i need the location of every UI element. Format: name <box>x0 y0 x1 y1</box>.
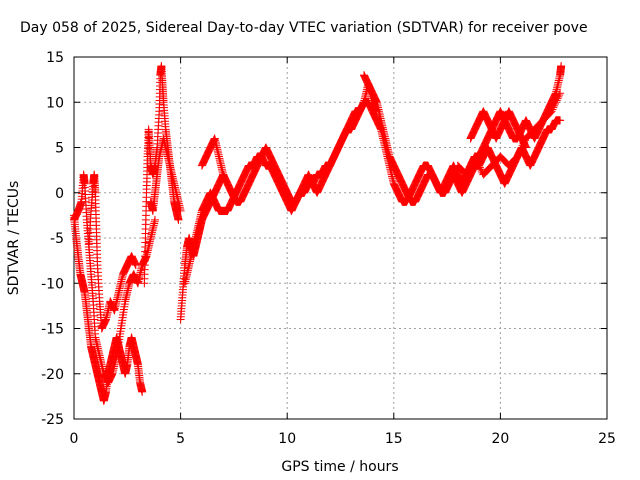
y-tick-label: 0 <box>55 186 64 202</box>
y-tick-label: -10 <box>41 276 64 292</box>
x-tick-label: 5 <box>176 431 185 447</box>
x-tick-label: 10 <box>278 431 296 447</box>
chart-title: Day 058 of 2025, Sidereal Day-to-day VTE… <box>20 20 588 36</box>
y-tick-label: -20 <box>41 367 64 383</box>
x-tick-label: 20 <box>491 431 509 447</box>
chart: 0 5 10 15 20 25 -25 -20 -15 -10 -5 0 5 10 15 Day 058 o… <box>0 0 640 480</box>
x-axis-label: GPS time / hours <box>281 459 398 475</box>
y-tick-label: 10 <box>46 95 64 111</box>
y-tick-label: -25 <box>41 412 64 428</box>
y-tick-label: 5 <box>55 141 64 157</box>
x-tick-label: 25 <box>598 431 616 447</box>
y-axis-label: SDTVAR / TECUs <box>6 181 22 296</box>
y-tick-label: -15 <box>41 322 64 338</box>
x-tick-label: 0 <box>70 431 79 447</box>
x-tick-label: 15 <box>385 431 403 447</box>
y-tick-label: 15 <box>46 50 64 66</box>
y-tick-label: -5 <box>50 231 64 247</box>
